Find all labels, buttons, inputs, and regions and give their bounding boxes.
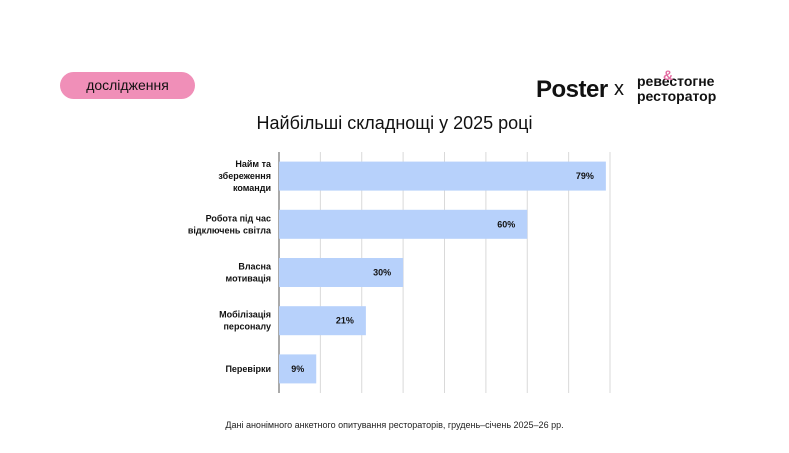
category-label: Перевірки: [225, 364, 271, 374]
value-label: 21%: [336, 316, 354, 326]
study-badge: дослідження: [60, 72, 195, 99]
poster-logo: Poster: [536, 76, 608, 103]
logo-separator: x: [614, 78, 624, 100]
partner-logo: ревестогне ресторатор &: [637, 68, 717, 104]
category-label: Власна мотивація: [226, 262, 272, 284]
partner-logo-line2: ресторатор: [637, 88, 717, 104]
value-label: 30%: [373, 268, 391, 278]
bar: [279, 209, 528, 239]
bar: [279, 161, 606, 191]
category-label: Робота під час відключень світла: [188, 213, 272, 235]
bar: [279, 258, 404, 287]
partner-logo-mark: &: [663, 67, 674, 83]
category-label: Мобілізація персоналу: [219, 310, 271, 332]
value-label: 60%: [497, 219, 515, 229]
bar: [279, 354, 317, 384]
partner-logo-line1: ревестогне: [637, 73, 715, 89]
category-label: Найм та збереження команди: [218, 159, 272, 193]
value-label: 79%: [576, 171, 594, 181]
bar: [279, 306, 366, 336]
chart-title: Найбільші складнощі у 2025 році: [256, 113, 533, 133]
value-label: 9%: [291, 364, 304, 374]
footnote: Дані анонімного анкетного опитування рес…: [225, 420, 564, 430]
